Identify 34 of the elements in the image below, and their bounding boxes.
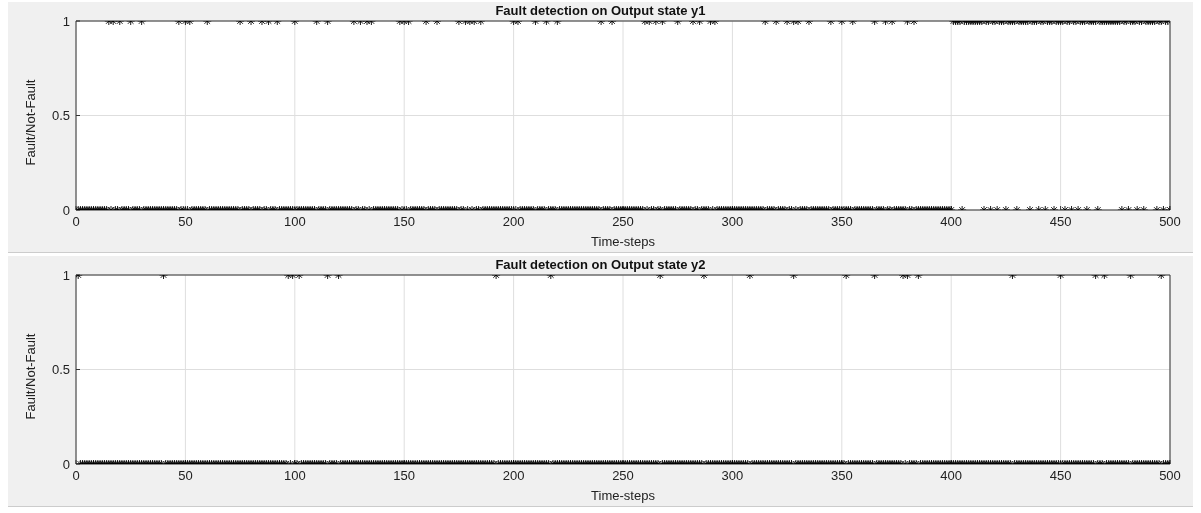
y-tick-label: 0.5 — [51, 108, 70, 124]
y-axis-title: Fault/Not-Fault — [22, 333, 38, 420]
x-axis-title: Time-steps — [591, 488, 656, 503]
y-tick-label: 0.5 — [51, 362, 70, 378]
y-tick-label: 1 — [62, 13, 70, 29]
x-tick-label: 100 — [283, 214, 306, 230]
x-tick-label: 200 — [502, 214, 525, 230]
x-tick-label: 150 — [393, 468, 416, 484]
chart-title: Fault detection on Output state y2 — [495, 257, 706, 272]
x-tick-label: 250 — [612, 214, 634, 230]
x-tick-label: 250 — [612, 468, 634, 484]
x-tick-label: 150 — [393, 214, 416, 230]
x-tick-label: 50 — [178, 468, 193, 484]
x-tick-label: 450 — [1049, 214, 1072, 230]
x-axis-title: Time-steps — [591, 234, 656, 249]
y-tick-label: 1 — [62, 267, 70, 283]
chart-title: Fault detection on Output state y1 — [495, 3, 706, 18]
x-tick-label: 200 — [502, 468, 525, 484]
x-tick-label: 100 — [283, 468, 306, 484]
x-tick-label: 500 — [1159, 214, 1181, 230]
x-tick-label: 300 — [721, 214, 744, 230]
x-tick-label: 350 — [830, 468, 853, 484]
y-tick-label: 0 — [62, 456, 70, 472]
x-tick-label: 0 — [72, 214, 80, 230]
x-tick-label: 350 — [830, 214, 853, 230]
y-axis-title: Fault/Not-Fault — [22, 79, 38, 166]
x-tick-label: 400 — [940, 468, 963, 484]
x-tick-label: 500 — [1159, 468, 1181, 484]
x-tick-label: 300 — [721, 468, 744, 484]
x-tick-label: 0 — [72, 468, 80, 484]
x-tick-label: 450 — [1049, 468, 1072, 484]
x-tick-label: 50 — [178, 214, 193, 230]
y-tick-label: 0 — [62, 202, 70, 218]
x-tick-label: 400 — [940, 214, 963, 230]
